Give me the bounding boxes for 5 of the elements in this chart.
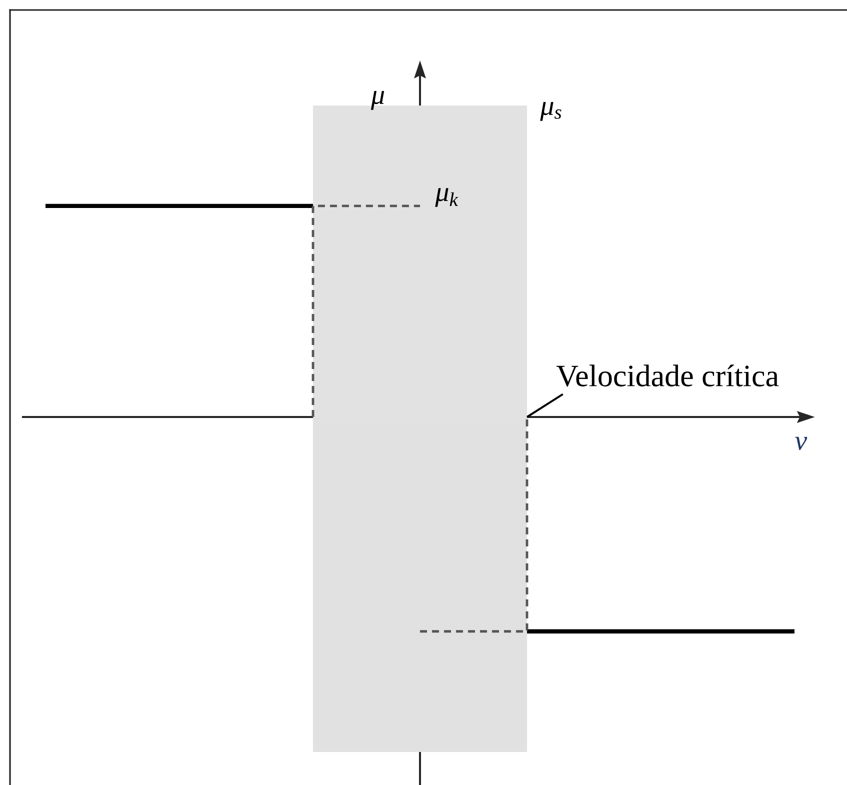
annotation: μ$_{s}$ <box>540 102 562 121</box>
x-axis-title: v <box>795 436 808 450</box>
y-axis-title: μ <box>370 91 384 110</box>
annotation: Velocidade crítica <box>556 364 779 387</box>
annotation: μ$_{k}$ <box>435 188 458 207</box>
